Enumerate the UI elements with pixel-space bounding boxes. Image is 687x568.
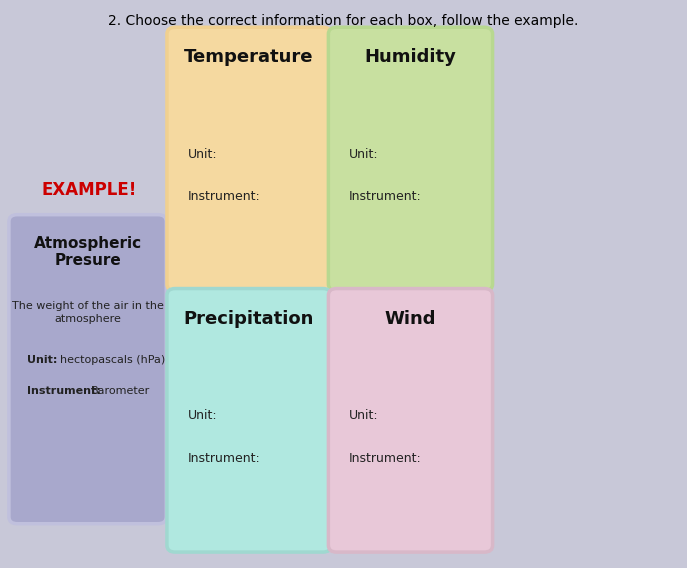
FancyBboxPatch shape [328, 27, 493, 291]
Text: Humidity: Humidity [365, 48, 456, 66]
Text: Instrument:: Instrument: [349, 190, 422, 203]
Text: Unit:: Unit: [188, 148, 217, 161]
Text: Unit:: Unit: [27, 355, 58, 365]
Text: The weight of the air in the
atmosphere: The weight of the air in the atmosphere [12, 301, 164, 324]
Text: Temperature: Temperature [184, 48, 314, 66]
Text: Unit:: Unit: [188, 409, 217, 422]
FancyBboxPatch shape [167, 289, 331, 552]
Text: Instrument:: Instrument: [349, 452, 422, 465]
Text: Instrument:: Instrument: [188, 190, 260, 203]
Text: Unit:: Unit: [349, 148, 379, 161]
Text: Unit:: Unit: [349, 409, 379, 422]
Text: Instrument:: Instrument: [27, 386, 101, 396]
Text: 2. Choose the correct information for each box, follow the example.: 2. Choose the correct information for ea… [109, 14, 578, 28]
Text: Atmospheric
Presure: Atmospheric Presure [34, 236, 142, 268]
Text: Barometer: Barometer [91, 386, 150, 396]
FancyBboxPatch shape [167, 27, 331, 291]
Text: Precipitation: Precipitation [184, 310, 314, 328]
FancyBboxPatch shape [328, 289, 493, 552]
FancyBboxPatch shape [9, 215, 166, 524]
Text: hectopascals (hPa): hectopascals (hPa) [60, 355, 166, 365]
Text: Wind: Wind [385, 310, 436, 328]
Text: EXAMPLE!: EXAMPLE! [42, 181, 137, 199]
Text: Instrument:: Instrument: [188, 452, 260, 465]
